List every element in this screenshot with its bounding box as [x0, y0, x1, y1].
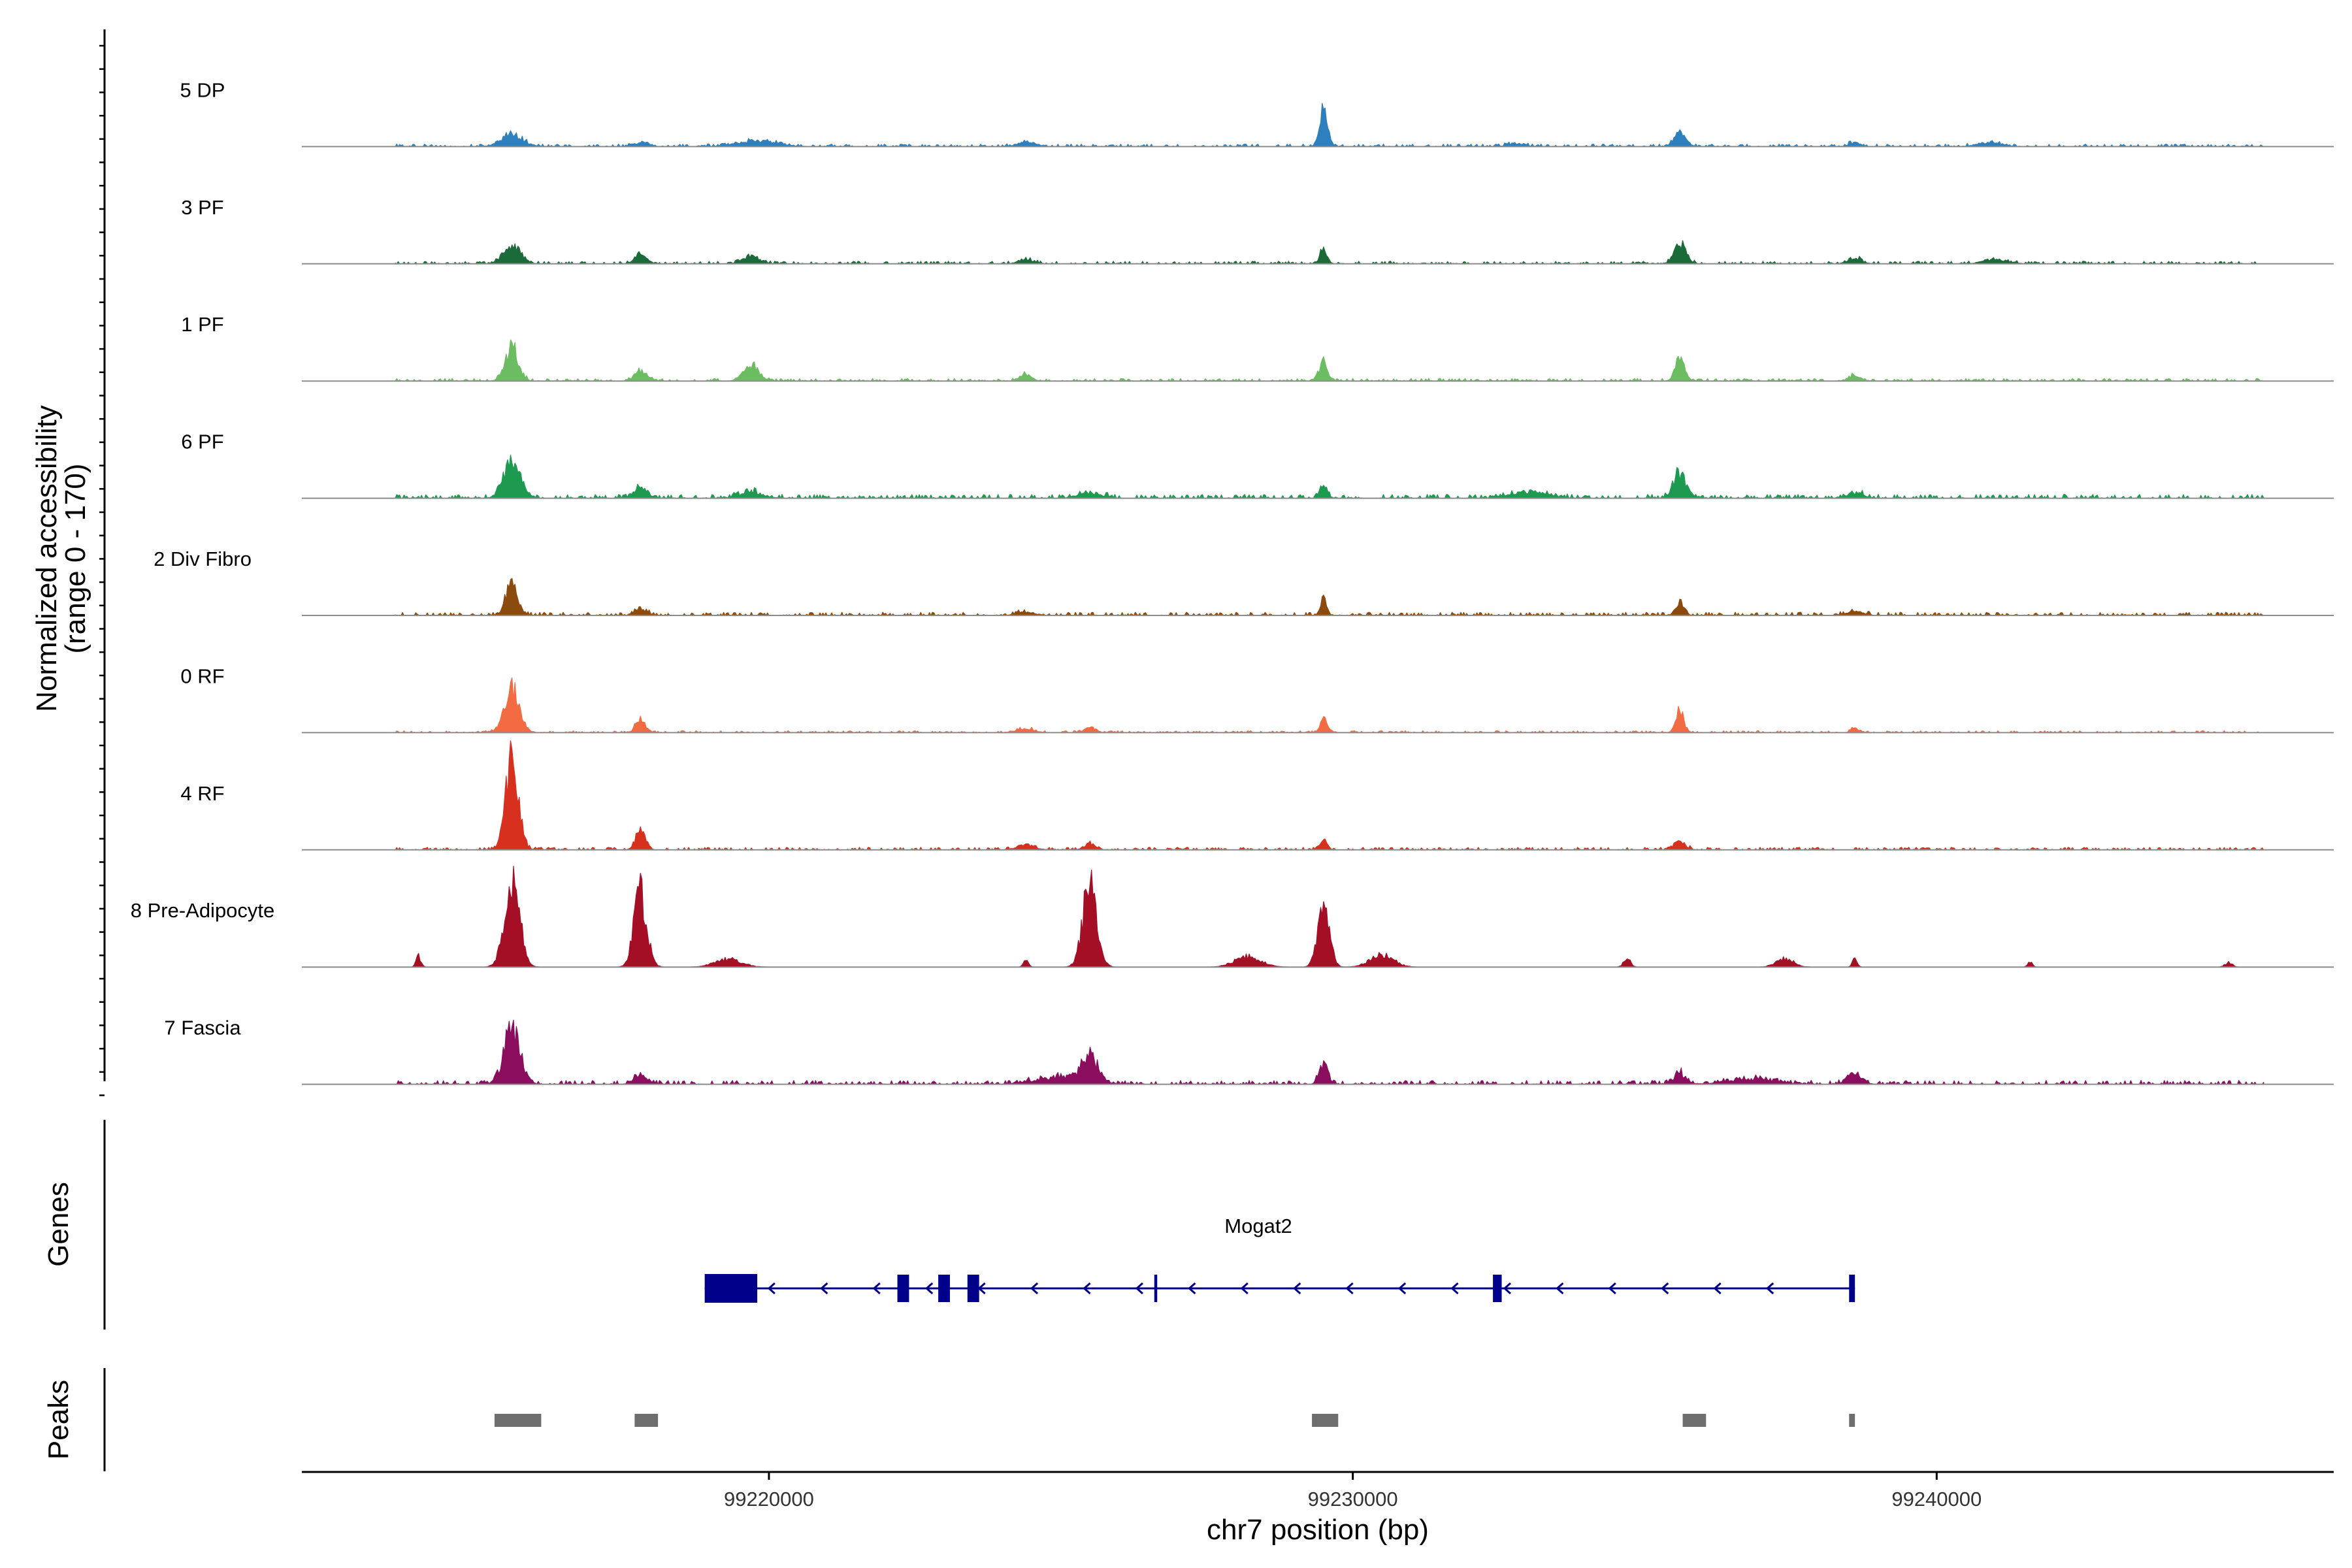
track-label: 5 DP	[180, 78, 225, 101]
track-8-pre-adipocyte: 8 Pre-Adipocyte	[131, 866, 2334, 968]
peak-region	[1312, 1414, 1339, 1427]
strand-arrow	[1345, 1282, 1354, 1295]
strand-arrow	[1240, 1282, 1249, 1295]
strand-arrow	[1450, 1282, 1459, 1295]
y-axis-title-line1: Normalized accessibility	[31, 405, 63, 711]
peak-region	[494, 1414, 542, 1427]
track-7-fascia: 7 Fascia	[164, 1017, 2334, 1085]
coverage-area	[395, 240, 2264, 265]
strand-arrow	[1292, 1282, 1301, 1295]
track-label: 1 PF	[181, 313, 223, 336]
track-label: 3 PF	[181, 196, 223, 219]
strand-arrow	[1135, 1282, 1143, 1295]
x-tick-label: 99220000	[724, 1488, 814, 1511]
strand-arrow	[977, 1282, 986, 1295]
peak-region	[634, 1414, 659, 1427]
track-label: 2 Div Fibro	[154, 547, 252, 570]
coverage-tracks: 5 DP 3 PF 1 PF 6 PF 2 Div Fibro 0 RF 4 RF 8 Pre…	[131, 78, 2334, 1085]
peaks-panel-label: Peaks	[42, 1380, 74, 1460]
strand-arrow	[1397, 1282, 1407, 1295]
strand-arrow	[1765, 1282, 1774, 1295]
track-label: 7 Fascia	[164, 1017, 241, 1039]
strand-arrow	[820, 1282, 828, 1295]
strand-arrow	[1661, 1282, 1669, 1295]
x-tick-label: 99240000	[1891, 1488, 1982, 1511]
exon	[897, 1275, 909, 1302]
x-tick-label: 99230000	[1308, 1488, 1398, 1511]
track-0-rf: 0 RF	[180, 664, 2334, 734]
coverage-area	[395, 677, 2264, 733]
exon	[1493, 1275, 1502, 1302]
strand-arrow	[872, 1282, 881, 1295]
strand-arrow	[767, 1282, 776, 1295]
track-5-dp: 5 DP	[180, 78, 2334, 148]
coverage-area	[395, 578, 2264, 616]
strand-arrow	[924, 1282, 934, 1295]
x-axis: 99220000 99230000 99240000	[302, 1471, 2334, 1511]
strand-arrow	[1030, 1282, 1039, 1295]
exon	[1154, 1275, 1158, 1302]
x-axis-title: chr7 position (bp)	[1207, 1514, 1429, 1546]
coverage-area	[395, 454, 2264, 499]
strand-arrow	[1503, 1282, 1511, 1295]
exon	[938, 1275, 950, 1302]
track-2-div-fibro: 2 Div Fibro	[154, 547, 2334, 616]
y-axis-title-line2: (range 0 - 170)	[59, 463, 91, 653]
coverage-area	[395, 1019, 2264, 1085]
coverage-area	[395, 866, 2264, 968]
track-label: 0 RF	[180, 664, 224, 687]
peak-region	[1682, 1414, 1707, 1427]
track-3-pf: 3 PF	[181, 196, 2334, 265]
y-axis-ticks	[99, 44, 105, 1096]
strand-arrow	[1608, 1282, 1616, 1295]
exon	[704, 1274, 758, 1303]
peak-regions	[494, 1414, 1855, 1427]
track-4-rf: 4 RF	[180, 740, 2334, 851]
strand-arrow	[1556, 1282, 1564, 1295]
coverage-area	[395, 740, 2264, 851]
track-6-pf: 6 PF	[181, 431, 2334, 499]
genes-panel-label: Genes	[42, 1182, 74, 1267]
strand-arrow	[1188, 1282, 1196, 1295]
coverage-area	[395, 339, 2264, 382]
track-label: 6 PF	[181, 431, 223, 453]
track-label: 4 RF	[180, 782, 224, 805]
gene-model-mogat2: Mogat2	[704, 1215, 1855, 1303]
coverage-area	[395, 103, 2264, 147]
strand-arrow	[1713, 1282, 1722, 1295]
strand-arrow	[1083, 1282, 1091, 1295]
peak-region	[1849, 1414, 1855, 1427]
track-label: 8 Pre-Adipocyte	[131, 899, 275, 922]
gene-name-label: Mogat2	[1224, 1215, 1292, 1237]
track-1-pf: 1 PF	[181, 313, 2334, 382]
exon	[1849, 1275, 1855, 1302]
exon	[967, 1275, 979, 1302]
